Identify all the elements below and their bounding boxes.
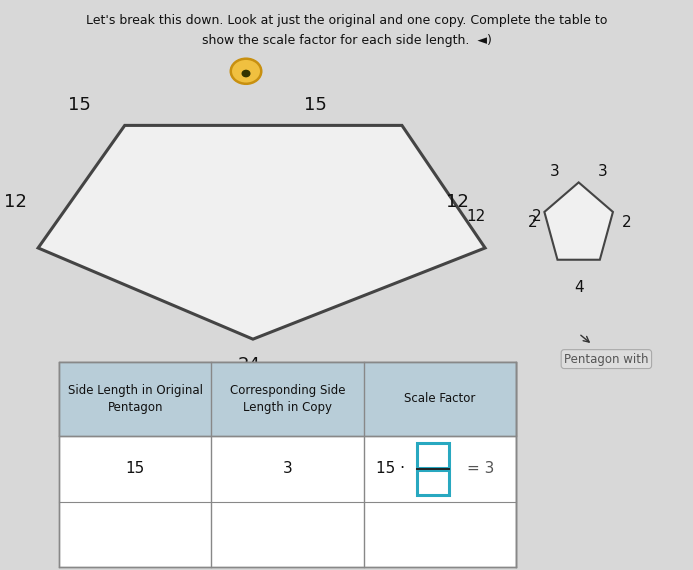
Circle shape	[231, 59, 261, 84]
FancyBboxPatch shape	[417, 470, 449, 495]
Text: Scale Factor: Scale Factor	[405, 393, 475, 405]
Text: 12: 12	[3, 193, 27, 211]
Polygon shape	[38, 125, 485, 339]
Text: Let's break this down. Look at just the original and one copy. Complete the tabl: Let's break this down. Look at just the …	[86, 14, 607, 27]
Text: Side Length in Original
Pentagon: Side Length in Original Pentagon	[68, 384, 202, 414]
Text: 2: 2	[622, 215, 632, 230]
Text: 12: 12	[466, 209, 485, 224]
Text: 15: 15	[68, 96, 91, 115]
Text: 3: 3	[283, 461, 292, 477]
Text: 2: 2	[532, 209, 542, 224]
Text: Original Pentagon: Original Pentagon	[120, 364, 268, 382]
FancyBboxPatch shape	[59, 362, 516, 436]
Text: show the scale factor for each side length.  ◄): show the scale factor for each side leng…	[202, 34, 491, 47]
Text: 4: 4	[574, 280, 584, 295]
Circle shape	[243, 70, 249, 77]
FancyBboxPatch shape	[417, 442, 449, 467]
Polygon shape	[545, 182, 613, 260]
Text: 3: 3	[550, 164, 559, 178]
Text: = 3: = 3	[466, 461, 494, 477]
Text: 15 ·: 15 ·	[376, 461, 405, 477]
FancyBboxPatch shape	[59, 362, 516, 567]
Text: 15: 15	[304, 96, 327, 115]
Text: 15: 15	[125, 461, 145, 477]
Text: Pentagon with: Pentagon with	[564, 353, 649, 365]
Text: 12: 12	[446, 193, 469, 211]
Text: Corresponding Side
Length in Copy: Corresponding Side Length in Copy	[230, 384, 345, 414]
Text: 3: 3	[598, 164, 608, 178]
Text: 2: 2	[528, 215, 538, 230]
Text: 24: 24	[238, 356, 261, 374]
